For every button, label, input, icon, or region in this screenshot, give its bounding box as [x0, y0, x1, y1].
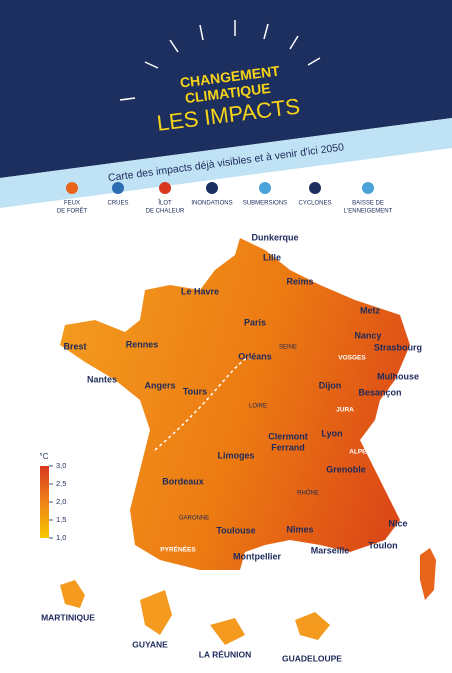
scale-tick-label: 2,0 — [56, 497, 66, 506]
city-label: Toulon — [368, 540, 397, 550]
legend-label: INONDATIONS — [191, 201, 232, 207]
city-label: Reims — [286, 276, 313, 286]
overseas-label: GUYANE — [132, 639, 168, 649]
legend-label: FEUX — [64, 201, 80, 207]
legend-icon — [259, 182, 271, 194]
legend-label: DE FORÊT — [57, 207, 88, 215]
overseas-label: MARTINIQUE — [41, 612, 95, 622]
city-label: Metz — [360, 305, 380, 315]
city-label: Bordeaux — [162, 476, 204, 486]
city-label: Mulhouse — [377, 371, 419, 381]
city-label: Dijon — [319, 380, 342, 390]
city-label: Grenoble — [326, 464, 366, 474]
legend-icon — [66, 182, 78, 194]
city-label: Clermont — [268, 431, 308, 441]
mountain-label: VOSGES — [338, 355, 366, 362]
city-label: Lyon — [321, 428, 342, 438]
city-label: Toulouse — [216, 525, 255, 535]
scale-tick-label: 2,5 — [56, 479, 66, 488]
color-scale — [40, 466, 49, 538]
city-label: Nantes — [87, 374, 117, 384]
legend-icon — [206, 182, 218, 194]
river-label: SEINE — [279, 345, 297, 351]
scale-tick-label: 3,0 — [56, 461, 66, 470]
overseas-shapes — [60, 580, 330, 645]
scale-tick-label: 1,5 — [56, 515, 66, 524]
city-label: Strasbourg — [374, 342, 422, 352]
city-label: Paris — [244, 317, 266, 327]
mountain-label: ALPES — [349, 449, 371, 456]
city-label: Limoges — [217, 450, 254, 460]
legend-label: ÎLOT — [157, 200, 172, 207]
labels: Dunkerque Lille Le Havre Reims Metz Paris Nanc… — [41, 232, 422, 663]
city-label: Dunkerque — [251, 232, 298, 242]
legend-label: L'ENNEIGEMENT — [344, 209, 393, 215]
legend-label: BAISSE DE — [352, 201, 384, 207]
river-label: LOIRE — [249, 404, 267, 410]
scale-tick-label: 1,0 — [56, 533, 66, 542]
sunburst — [119, 20, 321, 101]
legend-icon — [362, 182, 374, 194]
shift-arrow — [154, 357, 251, 451]
city-label: Brest — [63, 341, 86, 351]
city-label: Le Havre — [181, 286, 219, 296]
city-label: Angers — [144, 380, 175, 390]
city-label: Tours — [183, 386, 207, 396]
city-label: Orléans — [238, 351, 272, 361]
city-label: Nancy — [354, 330, 381, 340]
legend-label: CRUES — [107, 201, 128, 207]
city-label: Nîmes — [286, 524, 313, 534]
overseas-label: LA RÉUNION — [199, 649, 252, 659]
legend-icon — [309, 182, 321, 194]
corsica — [420, 548, 436, 600]
legend-icon — [159, 182, 171, 194]
scale-unit: °C — [40, 452, 49, 461]
river-label: GARONNE — [179, 516, 209, 522]
city-label: Lille — [263, 252, 281, 262]
overseas-label: GUADELOUPE — [282, 653, 342, 663]
river-label: RHÔNE — [297, 490, 319, 497]
city-label: Marseille — [311, 545, 350, 555]
city-label: Ferrand — [271, 442, 305, 452]
city-label: Besançon — [358, 387, 401, 397]
city-label: Nice — [388, 518, 407, 528]
france-map — [60, 238, 410, 570]
city-label: Rennes — [126, 339, 159, 349]
legend-icon — [112, 182, 124, 194]
legend-label: DE CHALEUR — [146, 209, 185, 215]
legend-label: CYCLONES — [298, 201, 331, 207]
mountain-label: PYRÉNÉES — [160, 545, 196, 554]
city-label: Montpellier — [233, 551, 281, 561]
header-band — [0, 0, 452, 178]
legend-label: SUBMERSIONS — [243, 201, 287, 207]
mountain-label: JURA — [336, 407, 354, 414]
